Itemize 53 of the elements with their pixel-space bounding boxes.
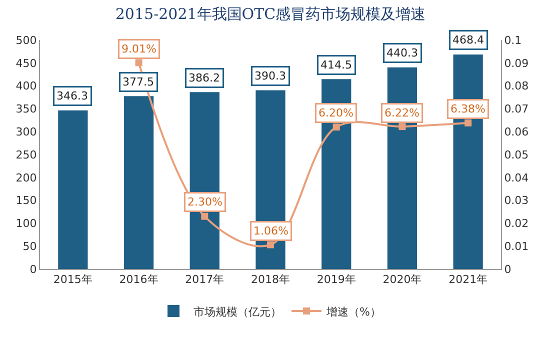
data-label: 440.3	[386, 46, 418, 60]
y2-tick-label: 0.09	[504, 56, 529, 70]
data-label: 6.20%	[318, 106, 354, 120]
data-label: 386.2	[188, 72, 220, 84]
bar	[124, 96, 154, 269]
x-tick-label: 2017年	[185, 273, 224, 286]
y-tick-label: 500	[16, 34, 37, 47]
y-tick-label: 0	[30, 262, 37, 276]
point	[464, 119, 472, 126]
y2-tick-label: 0.04	[504, 171, 529, 184]
chart-title: 2015-2021年我国OTC感冒药市场规模及增速	[115, 4, 426, 23]
y2-tick-label: 0.03	[504, 194, 529, 208]
point	[201, 212, 208, 220]
point	[135, 59, 142, 66]
y2-tick-label: 0.05	[504, 148, 529, 162]
data-label: 377.5	[122, 76, 154, 88]
data-label: 346.3	[56, 90, 88, 102]
point	[398, 123, 406, 130]
y-tick-label: 350	[16, 102, 37, 116]
x-tick-label: 2018年	[251, 273, 290, 286]
legend-label: 增速（%）	[326, 305, 381, 318]
y-tick-label: 450	[16, 56, 37, 70]
x-tick-label: 2021年	[448, 273, 488, 286]
x-tick-label: 2016年	[119, 273, 158, 286]
y2-tick-label: 0.01	[504, 240, 529, 253]
x-tick-label: 2015年	[53, 273, 92, 286]
legend-label: 市场规模（亿元）	[194, 305, 282, 318]
y-tick-label: 100	[16, 217, 37, 230]
y-tick-label: 300	[16, 125, 37, 138]
data-label: 9.01%	[122, 42, 156, 56]
y2-tick-label: 0.06	[504, 125, 529, 138]
data-label: 390.3	[254, 70, 286, 82]
y2-tick-label: 0.1	[504, 34, 522, 47]
y-tick-label: 150	[16, 194, 37, 208]
x-tick-label: 2019年	[316, 273, 356, 286]
x-tick-label: 2020年	[382, 273, 422, 286]
data-label: 6.38%	[450, 102, 486, 116]
data-label: 414.5	[320, 58, 352, 72]
bar	[58, 110, 88, 269]
data-label: 6.22%	[384, 106, 420, 120]
point	[332, 124, 340, 131]
y-tick-label: 200	[16, 171, 37, 184]
y2-tick-label: 0.08	[504, 80, 529, 93]
y-tick-label: 250	[16, 148, 37, 162]
point	[267, 241, 274, 248]
y2-tick-label: 0.02	[504, 217, 529, 230]
y2-tick-label: 0	[504, 262, 512, 276]
y2-tick-label: 0.07	[504, 102, 529, 116]
data-label: 468.4	[452, 34, 484, 46]
y-tick-label: 50	[22, 240, 37, 253]
y-tick-label: 400	[16, 80, 37, 93]
data-label: 1.06%	[254, 224, 288, 238]
data-label: 2.30%	[188, 196, 222, 208]
